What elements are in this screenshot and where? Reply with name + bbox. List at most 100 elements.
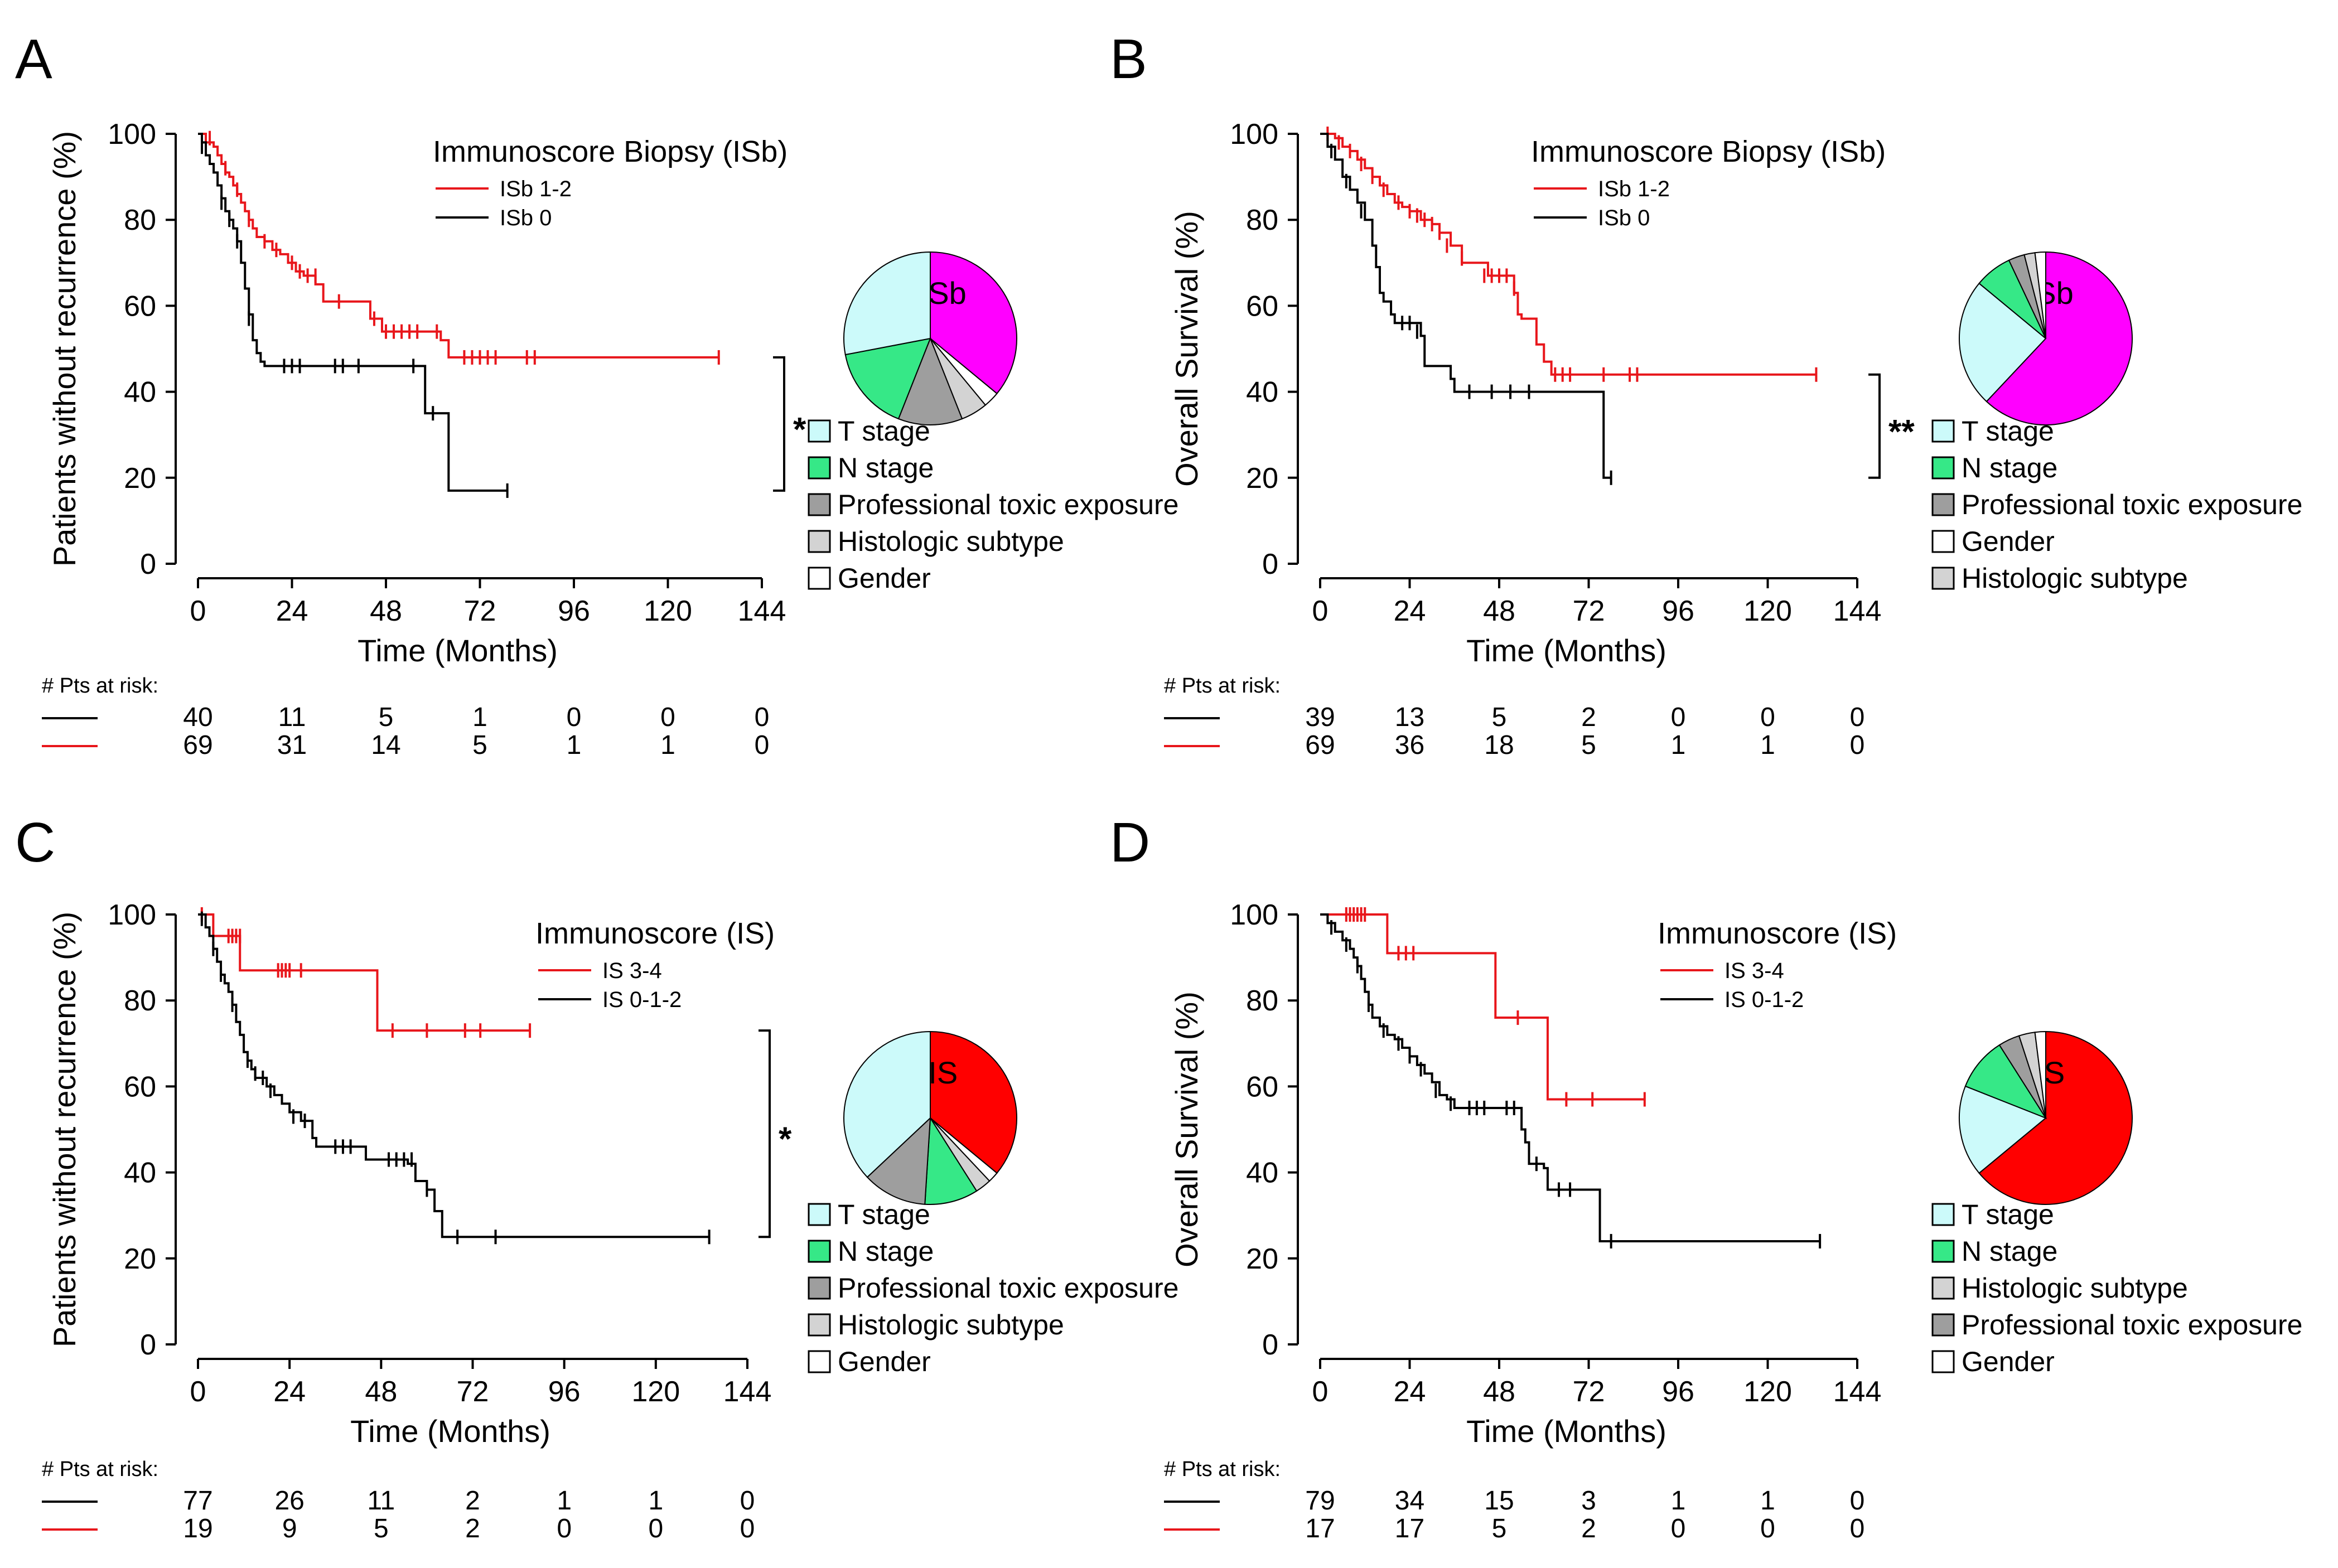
x-tick-label: 72 xyxy=(1573,1376,1605,1408)
pie-legend-label: Professional toxic exposure xyxy=(838,1272,1178,1304)
risk-count: 1 xyxy=(567,730,582,760)
risk-count: 34 xyxy=(1395,1486,1424,1516)
x-tick-label: 0 xyxy=(1312,595,1329,627)
x-tick-label: 48 xyxy=(1483,1376,1515,1408)
y-tick-label: 20 xyxy=(124,462,156,495)
risk-count: 1 xyxy=(660,730,675,760)
risk-count: 0 xyxy=(648,1514,663,1543)
legend-title: Immunoscore Biopsy (ISb) xyxy=(433,135,788,168)
legend-label: ISb 1-2 xyxy=(1598,177,1670,201)
legend-label: ISb 1-2 xyxy=(500,177,572,201)
pie-slice xyxy=(2034,251,2046,339)
risk-count: 1 xyxy=(1760,1486,1775,1516)
panel-label-b: B xyxy=(1110,28,1147,90)
risk-count: 5 xyxy=(374,1514,389,1543)
y-tick-label: 80 xyxy=(124,985,156,1017)
y-tick-label: 60 xyxy=(124,290,156,322)
pie-slice xyxy=(866,1116,931,1205)
pie-legend-swatch xyxy=(808,419,831,443)
pie-legend-label: Histologic subtype xyxy=(1962,1272,2188,1304)
pie-legend-swatch xyxy=(1931,1276,1955,1300)
x-tick-label: 24 xyxy=(276,595,308,627)
risk-count: 5 xyxy=(472,730,487,760)
x-tick-label: 96 xyxy=(1662,595,1694,627)
risk-count: 0 xyxy=(740,1486,755,1516)
km-curve-red xyxy=(1320,133,1817,376)
x-tick-label: 96 xyxy=(1662,1376,1694,1408)
x-tick-label: 48 xyxy=(1483,595,1515,627)
risk-count: 39 xyxy=(1305,703,1335,732)
x-tick-label: 120 xyxy=(644,595,692,627)
legend-title: Immunoscore Biopsy (ISb) xyxy=(1531,135,1886,168)
pie-legend-swatch xyxy=(1931,1240,1955,1263)
x-tick-label: 96 xyxy=(548,1376,581,1408)
risk-count: 0 xyxy=(660,703,675,732)
y-tick-label: 100 xyxy=(1230,118,1278,151)
risk-count: 0 xyxy=(1671,703,1686,732)
pie-slice xyxy=(1964,1044,2047,1120)
pie-legend-label: Histologic subtype xyxy=(838,526,1064,557)
risk-count: 0 xyxy=(1671,1514,1686,1543)
pie-slice xyxy=(1978,1030,2133,1205)
x-axis-title: Time (Months) xyxy=(1466,633,1666,668)
legend-title: Immunoscore (IS) xyxy=(535,917,775,950)
risk-count: 0 xyxy=(1760,1514,1775,1543)
risk-count: 0 xyxy=(1850,703,1865,732)
risk-count: 14 xyxy=(371,730,400,760)
x-axis-title: Time (Months) xyxy=(350,1414,550,1449)
x-axis-title: Time (Months) xyxy=(358,633,558,668)
risk-count: 0 xyxy=(1760,703,1775,732)
x-tick-label: 72 xyxy=(1573,595,1605,627)
y-tick-label: 20 xyxy=(1246,462,1278,495)
y-tick-label: 100 xyxy=(108,118,156,151)
y-axis-title: Overall Survival (%) xyxy=(1169,211,1204,487)
pie-slice xyxy=(1959,1085,2047,1174)
y-tick-label: 40 xyxy=(124,376,156,409)
y-tick-label: 0 xyxy=(1262,548,1278,580)
risk-count: 1 xyxy=(1671,730,1686,760)
risk-count: 3 xyxy=(1581,1486,1596,1516)
y-tick-label: 40 xyxy=(124,1157,156,1189)
risk-count: 36 xyxy=(1395,730,1424,760)
risk-count: 0 xyxy=(755,703,770,732)
pie-legend-label: T stage xyxy=(1962,1199,2054,1230)
pie-legend-label: Gender xyxy=(1962,526,2055,557)
pie-legend-swatch xyxy=(808,1350,831,1373)
pie-slice xyxy=(843,251,931,356)
risk-count: 17 xyxy=(1395,1514,1424,1543)
pie-legend-label: Histologic subtype xyxy=(838,1309,1064,1340)
pie-slice xyxy=(897,337,963,425)
pie-slice xyxy=(843,1030,931,1178)
x-tick-label: 72 xyxy=(457,1376,489,1408)
x-tick-label: 24 xyxy=(1394,1376,1426,1408)
pie-legend-swatch xyxy=(1931,456,1955,480)
risk-count: 0 xyxy=(1850,1514,1865,1543)
legend-label: IS 3-4 xyxy=(1724,959,1784,983)
risk-count: 13 xyxy=(1395,703,1424,732)
y-tick-label: 0 xyxy=(140,1329,156,1361)
km-curve-red xyxy=(198,913,530,1032)
risk-count: 2 xyxy=(1581,1514,1596,1543)
pie-legend-swatch xyxy=(808,1203,831,1226)
risk-count: 17 xyxy=(1305,1514,1335,1543)
pie-legend-label: N stage xyxy=(1962,1236,2057,1267)
pie-slice xyxy=(2034,1030,2046,1119)
x-tick-label: 48 xyxy=(365,1376,397,1408)
x-tick-label: 144 xyxy=(723,1376,772,1408)
panel-label-a: A xyxy=(15,28,52,90)
x-tick-label: 72 xyxy=(464,595,496,627)
pie-legend-swatch xyxy=(1931,419,1955,443)
pie-slice xyxy=(844,337,931,420)
x-tick-label: 24 xyxy=(1394,595,1426,627)
risk-count: 15 xyxy=(1484,1486,1514,1516)
pie-legend-swatch xyxy=(808,567,831,590)
km-curve-red xyxy=(198,133,719,359)
pie-legend-swatch xyxy=(1931,567,1955,590)
pie-legend-swatch xyxy=(1931,493,1955,516)
significance-mark: ** xyxy=(1888,413,1915,450)
risk-count: 1 xyxy=(557,1486,572,1516)
